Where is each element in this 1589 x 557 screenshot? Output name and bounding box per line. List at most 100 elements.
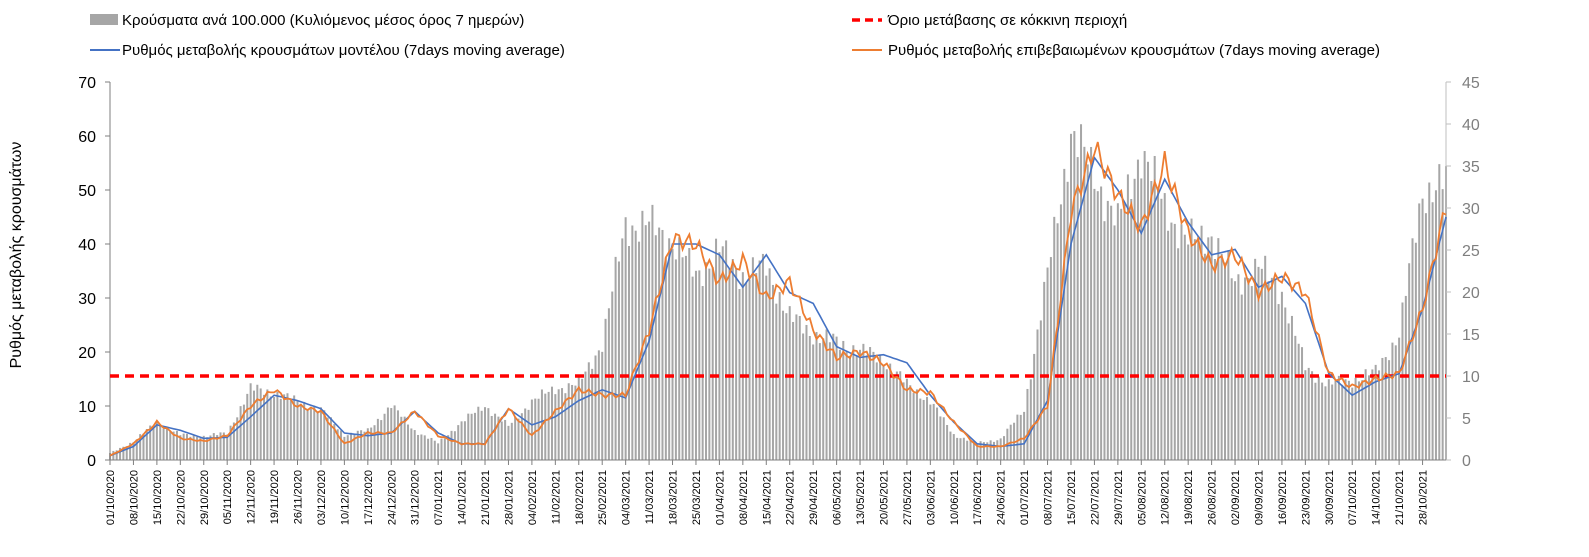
bar-day <box>403 416 406 460</box>
y-right-tick-label: 15 <box>1462 327 1480 344</box>
x-tick-label: 30/09/2021 <box>1324 470 1336 525</box>
bar-day <box>671 248 674 460</box>
bar-day <box>1381 357 1384 460</box>
y-right-tick-label: 35 <box>1462 159 1480 176</box>
bar-day <box>229 425 232 460</box>
bar-day <box>135 439 138 460</box>
x-tick-label: 08/10/2020 <box>128 470 140 525</box>
x-tick-label: 23/09/2021 <box>1300 470 1312 525</box>
bar-day <box>286 393 289 460</box>
bar-day <box>222 432 225 460</box>
bar-day <box>1190 218 1193 460</box>
bar-day <box>1438 164 1441 460</box>
bar-day <box>450 430 453 460</box>
x-tick-label: 25/02/2021 <box>597 470 609 525</box>
bar-day <box>875 362 878 460</box>
bar-day <box>1434 190 1437 460</box>
bar-day <box>942 417 945 460</box>
bar-day <box>249 383 252 460</box>
bar-day <box>467 413 470 460</box>
x-tick-label: 01/07/2021 <box>1019 470 1031 525</box>
bar-day <box>1123 203 1126 460</box>
x-tick-label: 05/11/2020 <box>222 470 234 524</box>
bar-day <box>798 315 801 460</box>
legend-label-threshold: Όριο μετάβασης σε κόκκινη περιοχή <box>887 12 1127 29</box>
bar-day <box>1086 164 1089 460</box>
bar-day <box>932 403 935 460</box>
bar-day <box>1133 178 1136 461</box>
bar-day <box>1096 191 1099 461</box>
bar-day <box>232 422 235 460</box>
bar-day <box>199 438 202 460</box>
x-tick-label: 01/04/2021 <box>714 470 726 525</box>
bar-day <box>1398 337 1401 460</box>
bar-day <box>795 314 798 460</box>
bar-day <box>1364 369 1367 460</box>
bar-day <box>477 406 480 460</box>
bar-day <box>1324 386 1327 460</box>
bar-day <box>644 225 647 460</box>
bar-day <box>219 432 222 460</box>
y-left-tick-label: 0 <box>87 453 96 470</box>
bar-day <box>1428 182 1431 460</box>
bar-day <box>1244 277 1247 460</box>
bar-day <box>1046 267 1049 460</box>
bar-day <box>497 416 500 460</box>
bar-day <box>845 351 848 460</box>
cases-bars <box>109 124 1448 461</box>
legend-item-confirmed: Ρυθμός μεταβολής επιβεβαιωμένων κρουσμάτ… <box>852 42 1380 59</box>
bar-day <box>564 393 567 460</box>
bar-day <box>1367 375 1370 460</box>
bar-day <box>705 262 708 460</box>
bar-day <box>889 363 892 460</box>
bar-day <box>792 321 795 460</box>
bar-day <box>952 434 955 460</box>
bar-day <box>1311 371 1314 460</box>
bar-day <box>1049 257 1052 460</box>
bar-day <box>484 407 487 460</box>
bar-day <box>266 389 269 460</box>
bar-day <box>1277 304 1280 460</box>
bar-day <box>1113 225 1116 460</box>
bar-day <box>1374 364 1377 460</box>
bar-day <box>1217 238 1220 460</box>
bar-day <box>383 413 386 460</box>
bar-day <box>768 268 771 460</box>
bar-day <box>581 378 584 460</box>
bar-day <box>1294 335 1297 460</box>
bar-day <box>1153 155 1156 461</box>
x-tick-label: 07/10/2021 <box>1347 470 1359 525</box>
x-tick-label: 01/10/2020 <box>105 470 117 525</box>
bar-day <box>1388 360 1391 460</box>
bar-day <box>825 329 828 460</box>
bar-day <box>1337 375 1340 460</box>
bar-day <box>1254 258 1257 460</box>
bar-day <box>132 442 135 460</box>
bar-day <box>504 419 507 460</box>
bar-day <box>453 431 456 460</box>
confirmed-rate-line <box>109 141 1447 457</box>
bar-day <box>959 438 962 460</box>
x-tick-label: 20/05/2021 <box>879 470 891 525</box>
bar-day <box>748 279 751 460</box>
bar-day <box>822 338 825 460</box>
x-tick-label: 04/02/2021 <box>527 470 539 525</box>
bar-day <box>236 417 239 460</box>
legend-item-model: Ρυθμός μεταβολής κρουσμάτων μοντέλου (7d… <box>90 42 565 59</box>
x-tick-label: 09/09/2021 <box>1254 470 1266 525</box>
bar-day <box>1203 253 1206 460</box>
bar-day <box>179 435 182 460</box>
bar-day <box>316 411 319 460</box>
bar-day <box>587 362 590 460</box>
bar-day <box>507 425 510 460</box>
bar-day <box>617 261 620 460</box>
bar-day <box>651 204 654 460</box>
bar-day <box>718 252 721 460</box>
bar-day <box>755 273 758 460</box>
bar-day <box>212 433 215 460</box>
bar-day <box>122 446 125 460</box>
x-tick-label: 13/05/2021 <box>855 470 867 525</box>
bar-day <box>1143 151 1146 460</box>
bar-day <box>1069 133 1072 460</box>
bar-day <box>929 404 932 460</box>
